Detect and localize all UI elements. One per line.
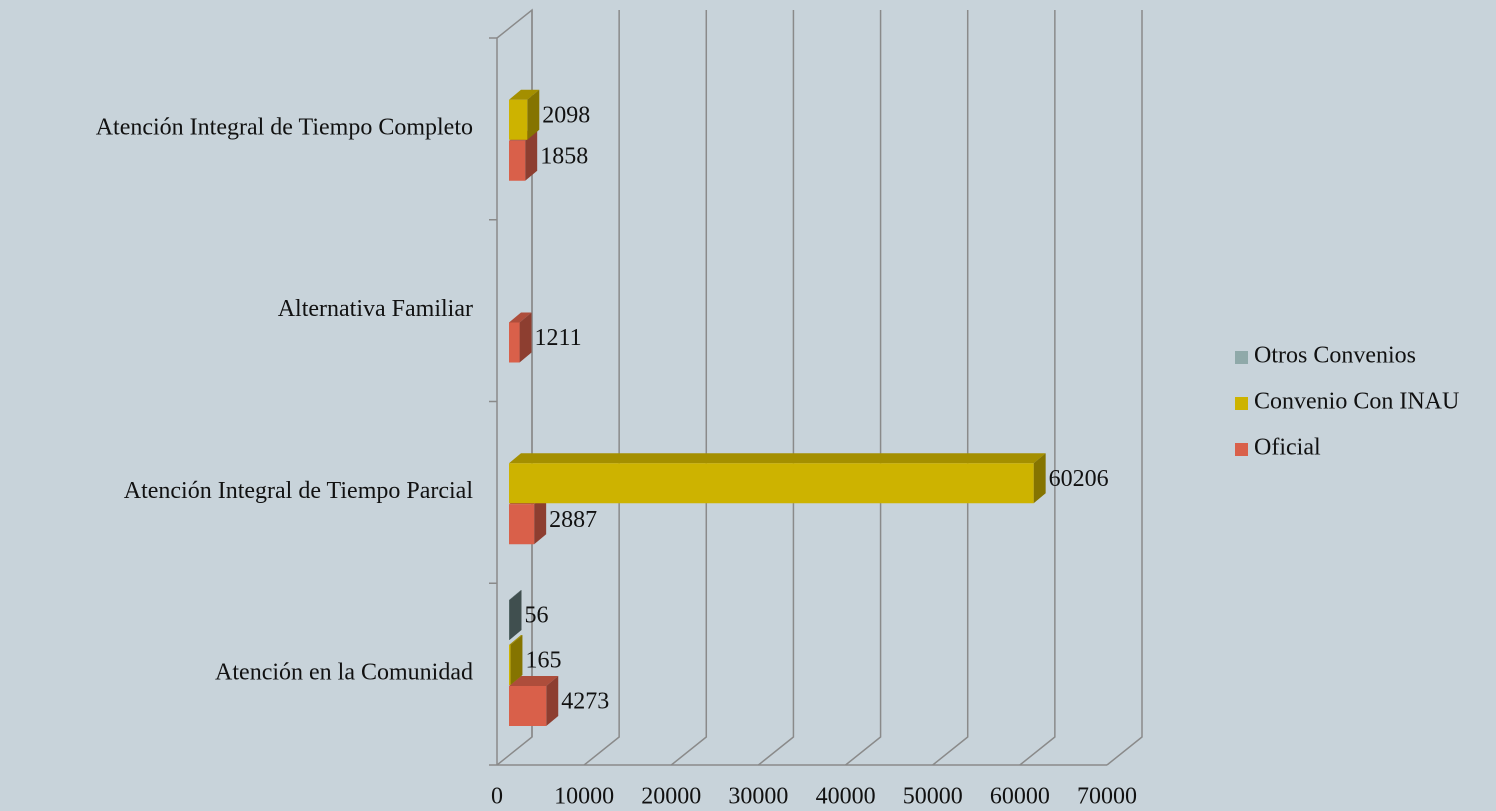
bar-front	[509, 140, 526, 181]
bar	[509, 635, 523, 685]
legend-swatch	[1235, 443, 1248, 456]
grid-line	[932, 10, 969, 766]
legend-label: Otros Convenios	[1254, 343, 1416, 369]
x-tick-label: 60000	[990, 784, 1050, 810]
bar	[509, 89, 540, 140]
grid-line	[1106, 10, 1143, 766]
bar-side	[509, 590, 522, 640]
bar-front	[509, 504, 535, 545]
legend-swatch	[1235, 397, 1248, 410]
y-tick-label: Atención en la Comunidad	[215, 660, 473, 686]
x-tick-label: 30000	[728, 784, 788, 810]
x-tick-label: 50000	[903, 784, 963, 810]
bar	[509, 130, 538, 181]
bar-side	[510, 635, 523, 685]
grid-line	[845, 10, 882, 766]
data-label: 165	[525, 648, 561, 674]
x-tick-label: 0	[491, 784, 503, 810]
bar-top	[509, 312, 532, 323]
x-tick-label: 70000	[1077, 784, 1137, 810]
bar-side	[525, 130, 538, 181]
grid-line	[670, 10, 708, 766]
legend-label: Convenio Con INAU	[1254, 389, 1459, 415]
bar-top	[509, 676, 559, 686]
bar-top	[509, 89, 540, 100]
data-label: 60206	[1049, 466, 1109, 492]
bar-side	[527, 89, 540, 140]
y-tick-label: Atención Integral de Tiempo Parcial	[124, 478, 474, 504]
bar	[509, 590, 522, 640]
legend-swatch	[1235, 351, 1248, 364]
bar	[509, 453, 1046, 504]
y-tick-label: Atención Integral de Tiempo Completo	[96, 114, 473, 140]
bar-front	[509, 645, 511, 685]
bar-top	[509, 453, 1046, 464]
bar-side	[1033, 453, 1046, 504]
bar-front	[509, 322, 520, 363]
bar-front	[509, 686, 547, 726]
x-tick-label: 10000	[554, 784, 614, 810]
x-tick-label: 40000	[816, 784, 876, 810]
legend-label: Oficial	[1254, 435, 1321, 461]
grid-line	[1019, 10, 1056, 766]
bar-side	[534, 494, 547, 545]
data-label: 4273	[561, 689, 609, 715]
grid-line	[757, 10, 795, 766]
data-label: 2098	[542, 102, 590, 128]
data-label: 1211	[535, 325, 582, 351]
bar	[509, 676, 559, 726]
data-label: 2887	[549, 507, 597, 533]
bar-top	[509, 635, 523, 645]
grid-line	[583, 10, 620, 766]
bar	[509, 312, 532, 363]
data-label: 56	[524, 603, 548, 629]
bar-side	[519, 312, 532, 363]
data-label: 1858	[540, 143, 588, 169]
bar-side	[546, 676, 559, 726]
bar-front	[509, 463, 1034, 504]
bar-top	[509, 590, 522, 600]
bar-front	[509, 99, 528, 140]
x-tick-label: 20000	[641, 784, 701, 810]
y-tick-label: Alternativa Familiar	[278, 296, 473, 322]
grid-line	[496, 10, 533, 766]
